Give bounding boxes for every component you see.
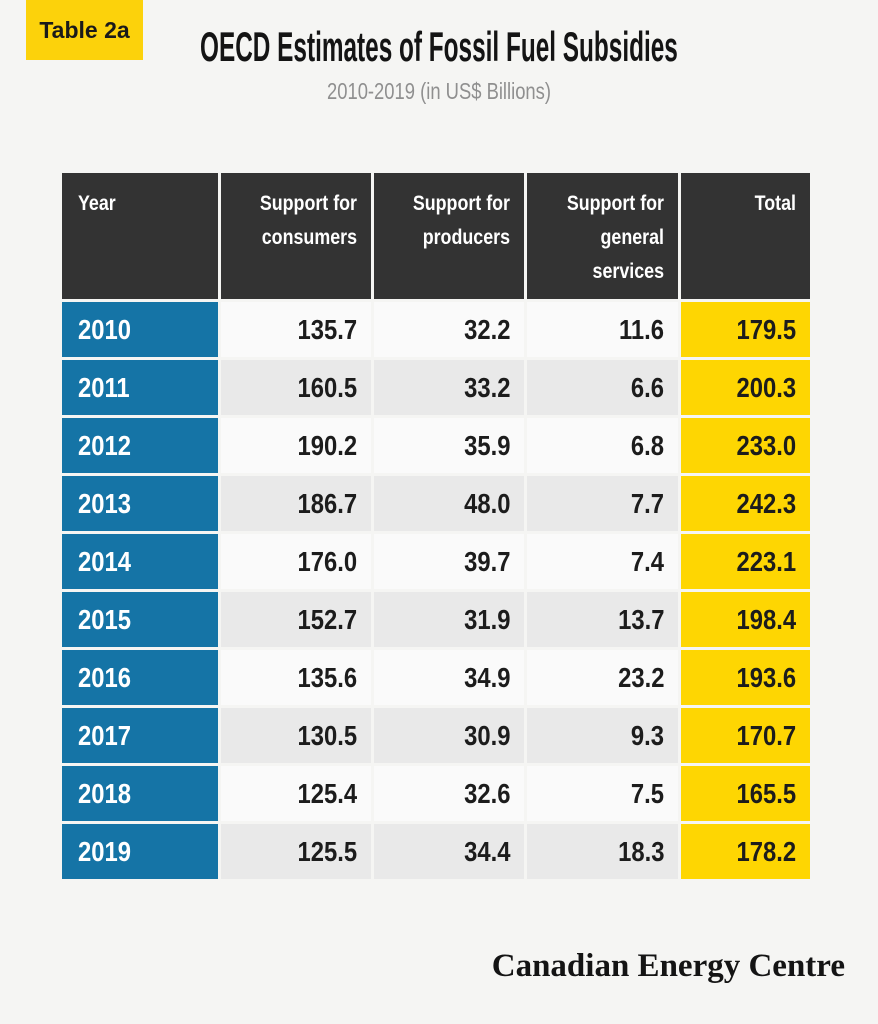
cell-total: 242.3 xyxy=(681,476,810,531)
cell-general-services: 23.2 xyxy=(527,650,678,705)
cell-total: 200.3 xyxy=(681,360,810,415)
cell-consumers: 135.6 xyxy=(221,650,371,705)
cell-producers: 32.2 xyxy=(374,302,524,357)
cell-consumers: 160.5 xyxy=(221,360,371,415)
cell-general-services: 11.6 xyxy=(527,302,678,357)
cell-total: 193.6 xyxy=(681,650,810,705)
cell-consumers: 190.2 xyxy=(221,418,371,473)
cell-general-services: 7.7 xyxy=(527,476,678,531)
cell-total: 165.5 xyxy=(681,766,810,821)
cell-total: 198.4 xyxy=(681,592,810,647)
cell-total: 170.7 xyxy=(681,708,810,763)
brand-wordmark: Canadian Energy Centre xyxy=(491,948,845,984)
row-year-label: 2015 xyxy=(62,592,218,647)
cell-consumers: 125.4 xyxy=(221,766,371,821)
table-number-badge: Table 2a xyxy=(26,0,143,60)
cell-producers: 48.0 xyxy=(374,476,524,531)
cell-producers: 33.2 xyxy=(374,360,524,415)
row-year-label: 2011 xyxy=(62,360,218,415)
table-number-badge-label: Table 2a xyxy=(39,16,130,43)
cell-producers: 34.4 xyxy=(374,824,524,879)
cell-producers: 30.9 xyxy=(374,708,524,763)
cell-total: 233.0 xyxy=(681,418,810,473)
row-year-label: 2010 xyxy=(62,302,218,357)
cell-general-services: 7.4 xyxy=(527,534,678,589)
cell-general-services: 6.8 xyxy=(527,418,678,473)
page-subtitle: 2010-2019 (in US$ Billions) xyxy=(0,77,878,107)
cell-general-services: 6.6 xyxy=(527,360,678,415)
column-header-year: Year xyxy=(62,173,218,299)
cell-producers: 31.9 xyxy=(374,592,524,647)
row-year-label: 2019 xyxy=(62,824,218,879)
cell-producers: 39.7 xyxy=(374,534,524,589)
cell-consumers: 135.7 xyxy=(221,302,371,357)
cell-producers: 32.6 xyxy=(374,766,524,821)
cell-general-services: 7.5 xyxy=(527,766,678,821)
subsidies-table: Year Support for consumers Support for p… xyxy=(62,173,810,879)
row-year-label: 2013 xyxy=(62,476,218,531)
cell-consumers: 176.0 xyxy=(221,534,371,589)
row-year-label: 2012 xyxy=(62,418,218,473)
cell-consumers: 186.7 xyxy=(221,476,371,531)
column-header-total: Total xyxy=(681,173,810,299)
row-year-label: 2014 xyxy=(62,534,218,589)
cell-general-services: 9.3 xyxy=(527,708,678,763)
cell-consumers: 125.5 xyxy=(221,824,371,879)
cell-general-services: 13.7 xyxy=(527,592,678,647)
cell-consumers: 130.5 xyxy=(221,708,371,763)
cell-total: 223.1 xyxy=(681,534,810,589)
page-title: OECD Estimates of Fossil Fuel Subsidies xyxy=(0,22,878,72)
cell-producers: 34.9 xyxy=(374,650,524,705)
page-subtitle-text: 2010-2019 (in US$ Billions) xyxy=(327,78,551,104)
cell-total: 179.5 xyxy=(681,302,810,357)
column-header-producers: Support for producers xyxy=(374,173,524,299)
cell-consumers: 152.7 xyxy=(221,592,371,647)
cell-general-services: 18.3 xyxy=(527,824,678,879)
column-header-consumers: Support for consumers xyxy=(221,173,371,299)
row-year-label: 2018 xyxy=(62,766,218,821)
cell-producers: 35.9 xyxy=(374,418,524,473)
page-title-text: OECD Estimates of Fossil Fuel Subsidies xyxy=(200,23,678,70)
row-year-label: 2017 xyxy=(62,708,218,763)
row-year-label: 2016 xyxy=(62,650,218,705)
cell-total: 178.2 xyxy=(681,824,810,879)
column-header-general-services: Support for general services xyxy=(527,173,678,299)
